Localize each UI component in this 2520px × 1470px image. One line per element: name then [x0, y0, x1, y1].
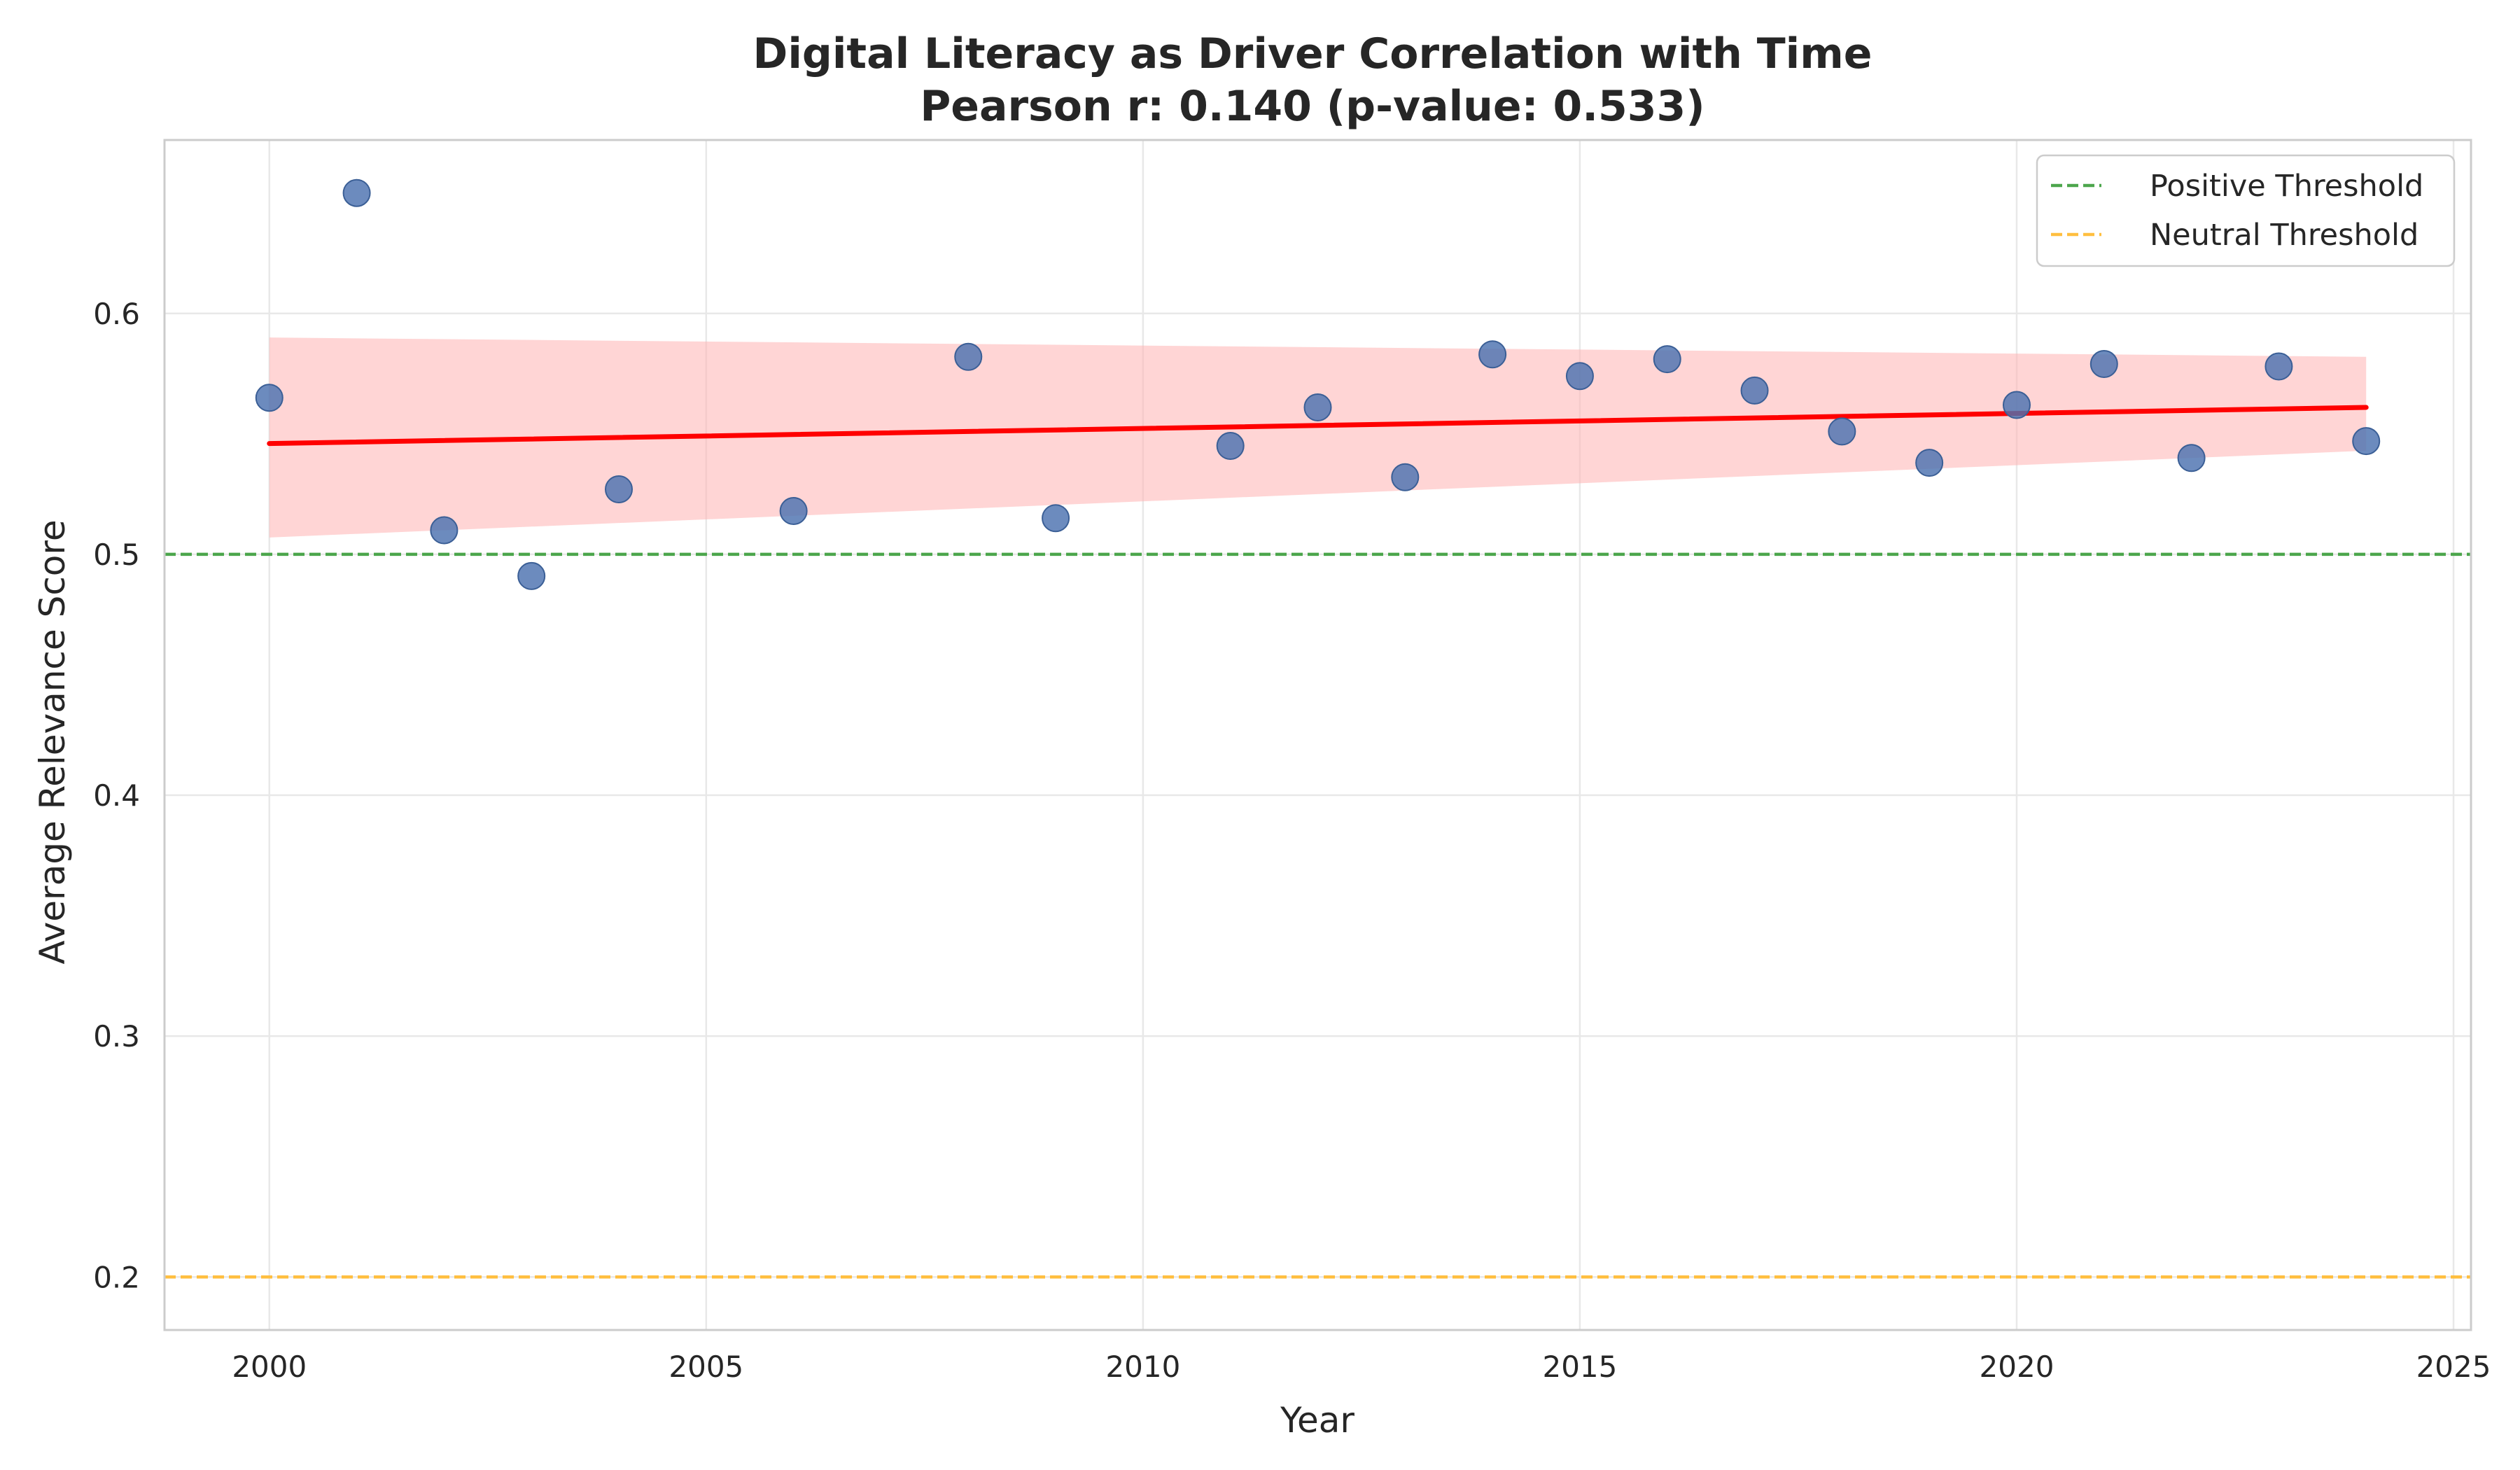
- legend-box: [2036, 154, 2456, 267]
- x-tick-label: 2005: [668, 1350, 743, 1384]
- grid: [164, 140, 2471, 1330]
- data-point: [1565, 362, 1594, 391]
- data-point: [2090, 350, 2118, 379]
- confidence-band: [269, 337, 2367, 538]
- data-point: [779, 496, 808, 525]
- y-axis-label: Average Relevance Score: [32, 519, 73, 964]
- data-point: [2352, 427, 2381, 456]
- chart-title: Digital Literacy as Driver Correlation w…: [753, 29, 1872, 78]
- data-point: [954, 342, 983, 371]
- y-tick-label: 0.3: [93, 1019, 140, 1054]
- y-tick-labels: 0.2 0.3 0.4 0.5 0.6: [93, 297, 140, 1295]
- data-point: [2002, 391, 2031, 419]
- data-point: [1653, 345, 1681, 374]
- data-point: [1303, 393, 1332, 421]
- x-tick-label: 2020: [1980, 1350, 2054, 1384]
- data-point: [1042, 504, 1070, 533]
- chart-subtitle: Pearson r: 0.140 (p-value: 0.533): [920, 82, 1704, 131]
- x-tick-label: 2000: [232, 1350, 307, 1384]
- data-point: [1828, 417, 1856, 446]
- threshold-lines: [164, 552, 2471, 1279]
- data-point: [2264, 352, 2293, 381]
- data-points: [255, 178, 2381, 590]
- legend-label-neutral-threshold: Neutral Threshold: [2150, 218, 2418, 253]
- data-point: [1740, 376, 1769, 405]
- y-tick-label: 0.5: [93, 538, 140, 572]
- x-tick-label: 2010: [1105, 1350, 1180, 1384]
- plot-frame: [163, 139, 2472, 1331]
- x-axis-label: Year: [1280, 1400, 1354, 1441]
- legend-label-positive-threshold: Positive Threshold: [2150, 169, 2423, 204]
- data-point: [1216, 432, 1245, 461]
- data-point: [430, 516, 458, 545]
- data-point: [517, 561, 546, 590]
- x-tick-label: 2025: [2416, 1350, 2491, 1384]
- y-tick-label: 0.6: [93, 297, 140, 331]
- confidence-interval-band: [269, 337, 2367, 538]
- y-tick-label: 0.2: [93, 1260, 140, 1294]
- data-point: [2177, 444, 2206, 472]
- y-tick-label: 0.4: [93, 778, 140, 813]
- x-tick-labels: 2000 2005 2010 2015 2020 2025: [232, 1350, 2491, 1384]
- data-point: [255, 384, 284, 412]
- x-tick-label: 2015: [1542, 1350, 1617, 1384]
- data-point: [1915, 449, 1944, 477]
- data-point: [342, 178, 371, 207]
- legend: Positive Threshold Neutral Threshold: [2036, 154, 2456, 267]
- data-point: [1478, 340, 1507, 369]
- data-point: [605, 475, 634, 503]
- data-point: [1391, 463, 1420, 491]
